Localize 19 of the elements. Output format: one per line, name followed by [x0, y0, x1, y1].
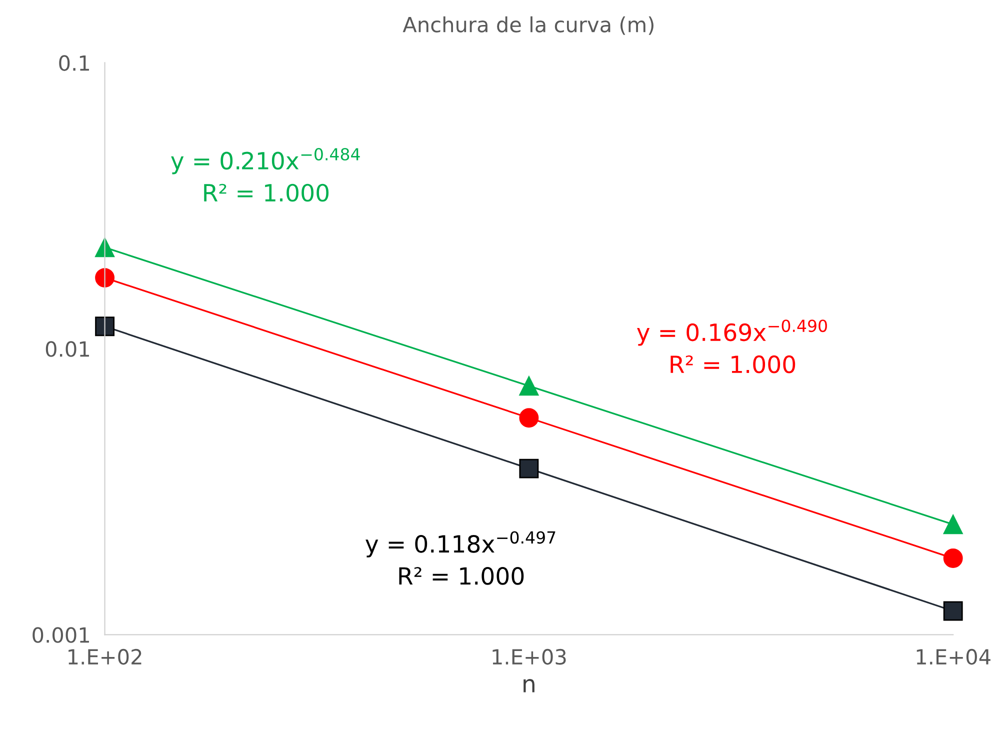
text: y = 0.210x$^{−0.484}$ R² = 1.000: [171, 148, 360, 202]
text: y = 0.169x$^{−0.490}$ R² = 1.000: [637, 320, 827, 374]
x-tick-label: 1.E+02: [68, 648, 142, 665]
y-tick-label: 0.001: [32, 627, 89, 643]
point: [519, 408, 539, 428]
chart-title: Anchura de la curva (m): [402, 16, 654, 35]
point: [943, 601, 963, 621]
point: [95, 316, 115, 336]
y-tick-label: 0.1: [59, 55, 89, 71]
point: [95, 268, 115, 288]
point: [943, 548, 963, 568]
x-tick-label: 1.E+04: [916, 648, 990, 665]
x-axis-title: n: [524, 679, 534, 692]
point: [519, 458, 539, 478]
point: [519, 376, 539, 396]
x-tick-label: 1.E+03: [492, 648, 566, 665]
y-tick-label: 0.01: [46, 341, 89, 357]
point: [943, 514, 963, 534]
text: y = 0.118x$^{−0.497}$ R² = 1.000: [366, 531, 556, 585]
